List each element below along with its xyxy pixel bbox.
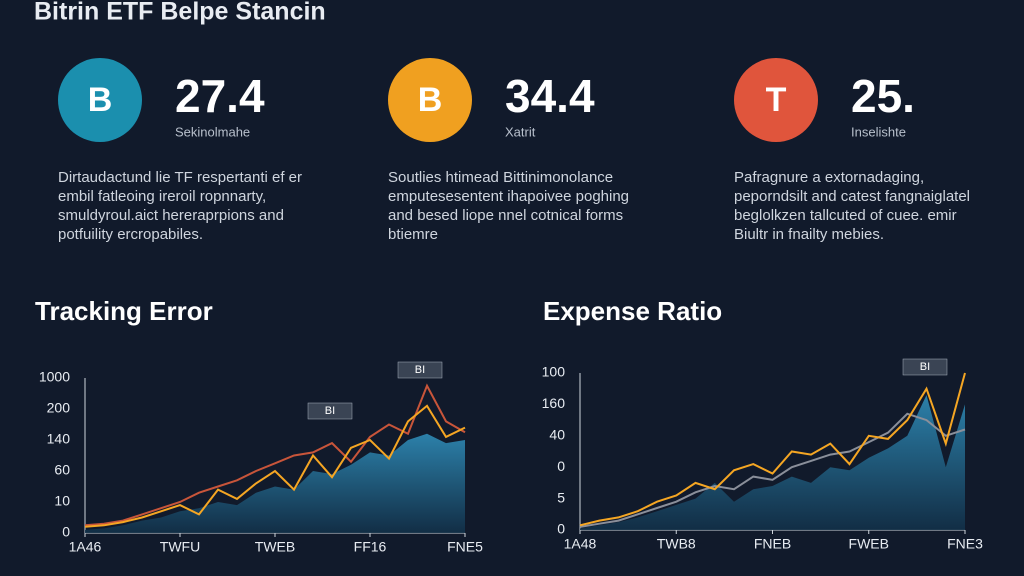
x-tick-label: TWEB [255, 539, 295, 555]
card-description: Biultr in fnailty mebies. [734, 226, 884, 243]
card-description: emputesesentent ihapoivee poghing [388, 188, 629, 205]
annotation-box [397, 361, 443, 379]
x-tick-label: 1A48 [564, 536, 597, 552]
x-tick-label: FNE5 [447, 539, 483, 555]
card-icon [734, 58, 818, 142]
line [579, 412, 966, 528]
card-icon [388, 58, 472, 142]
y-tick-label: 140 [47, 431, 71, 447]
card-value: 27.4 [175, 70, 265, 122]
line [84, 383, 466, 527]
x-tick-label: 1A46 [69, 539, 102, 555]
page-title: Bitrin ETF Belpe Stancin [34, 0, 326, 26]
card-description: peporndsilt and catest fangnaiglatel [734, 188, 970, 205]
line [579, 372, 966, 527]
annotation-box [902, 358, 948, 376]
y-tick-label: 0 [557, 521, 565, 537]
y-tick-label: 0 [557, 458, 565, 474]
x-tick-label: FWEB [849, 536, 889, 552]
area [580, 395, 965, 530]
x-tick-label: TWFU [160, 539, 200, 555]
card-icon-glyph: B [88, 81, 113, 119]
card-description: beglolkzen tallcuted of cuee. emir [734, 207, 957, 224]
chart-title: Expense Ratio [543, 296, 722, 326]
x-tick-label: TWB8 [657, 536, 696, 552]
area [85, 433, 465, 533]
card-description: potfuility ercropabiles. [58, 226, 203, 243]
annotation: BI [920, 361, 930, 373]
y-tick-label: 0 [62, 524, 70, 540]
card-description: embil fatleoing ireroil ropnnarty, [58, 188, 266, 205]
chart-title: Tracking Error [35, 296, 213, 326]
x-tick-label: FF16 [354, 539, 387, 555]
card-value: 25. [851, 70, 915, 122]
y-tick-label: 160 [542, 395, 566, 411]
line [84, 404, 466, 528]
card-icon-glyph: B [418, 81, 443, 119]
y-tick-label: 60 [54, 462, 70, 478]
y-tick-label: 1000 [39, 369, 70, 385]
y-tick-label: 40 [549, 427, 565, 443]
card-description: btiemre [388, 226, 438, 243]
y-tick-label: 100 [542, 364, 566, 380]
annotation: BI [415, 364, 425, 376]
card-label: Inselishte [851, 124, 906, 139]
card-description: smuldyroul.aict hereraprpions and [58, 207, 284, 224]
y-tick-label: 5 [557, 489, 565, 505]
y-tick-label: 10 [54, 493, 70, 509]
annotation-box [307, 402, 353, 420]
x-tick-label: FNE3 [947, 536, 983, 552]
annotation: BI [325, 405, 335, 417]
card-description: Pafragnure a extornadaging, [734, 169, 924, 186]
x-tick-label: FNEB [754, 536, 791, 552]
card-label: Sekinolmahe [175, 124, 250, 139]
card-value: 34.4 [505, 70, 595, 122]
card-description: Soutlies htimead Bittinimonolance [388, 169, 613, 186]
card-description: Dirtaudactund lie TF respertanti ef er [58, 169, 302, 186]
card-icon [58, 58, 142, 142]
card-description: and besed liope nnel cotnical forms [388, 207, 623, 224]
y-tick-label: 200 [47, 400, 71, 416]
card-label: Xatrit [505, 124, 536, 139]
card-icon-glyph: T [766, 81, 787, 119]
